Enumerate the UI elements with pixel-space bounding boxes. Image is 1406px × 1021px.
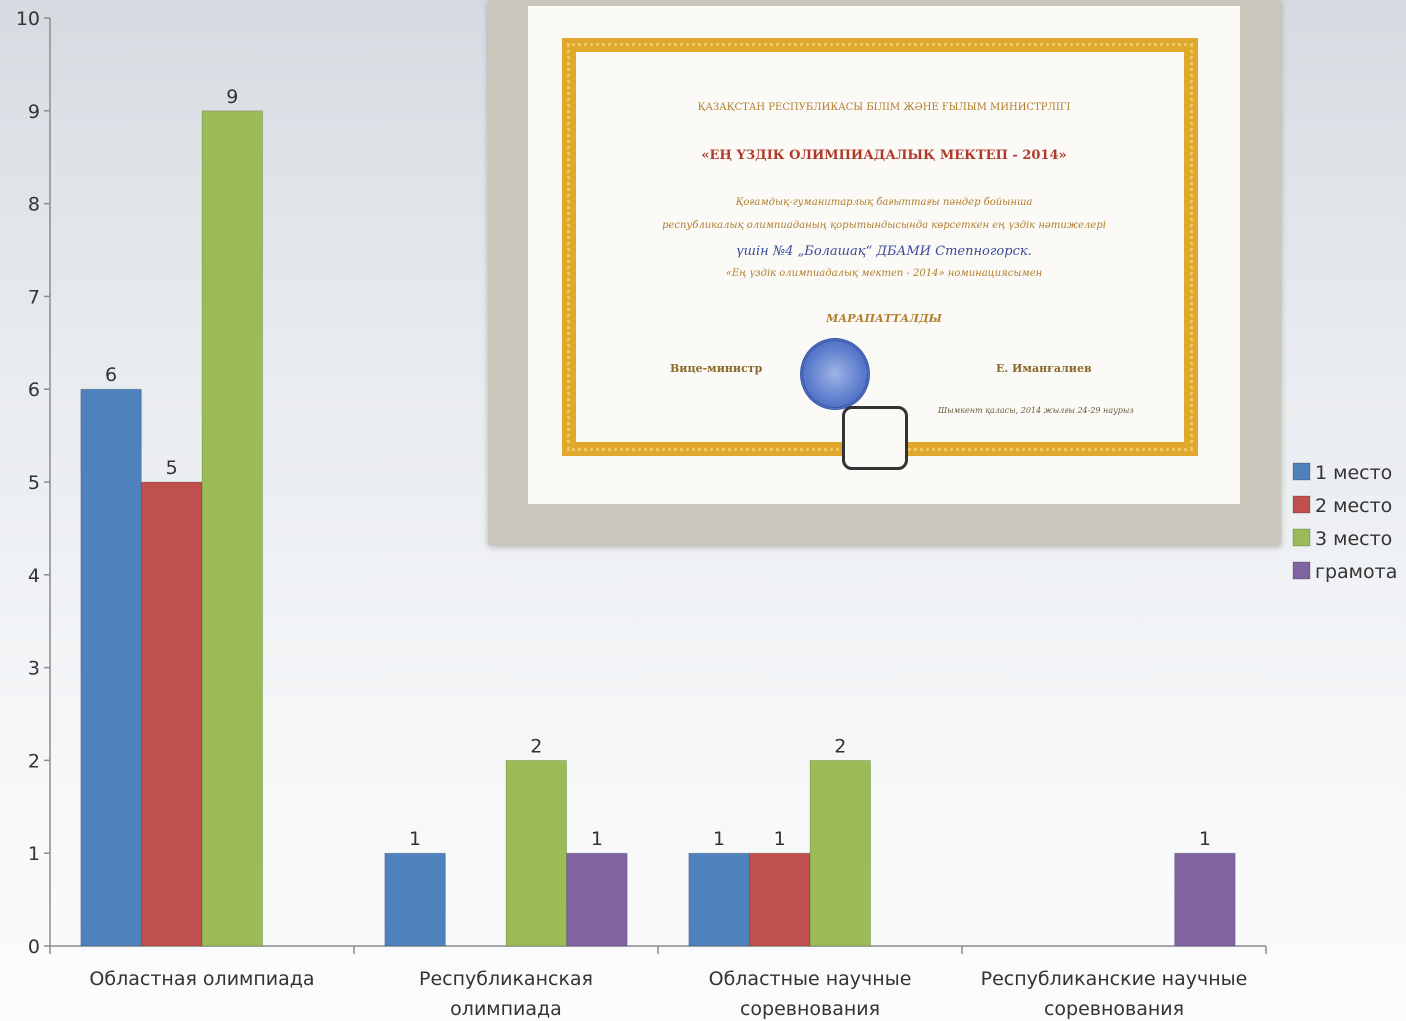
legend-label: грамота bbox=[1315, 561, 1397, 583]
data-label: 2 bbox=[834, 735, 846, 757]
legend-label: 2 место bbox=[1315, 495, 1392, 517]
y-tick-label: 10 bbox=[16, 8, 40, 30]
x-category-label: олимпиада bbox=[450, 998, 562, 1020]
certificate-line-4: «Ең үздік олимпиадалық мектеп - 2014» но… bbox=[725, 268, 1043, 279]
bar bbox=[566, 852, 628, 947]
certificate-line-1: Қоғамдық-гуманитарлық бағыттағы пәндер б… bbox=[735, 197, 1033, 208]
x-category-label: соревнования bbox=[1044, 998, 1184, 1020]
y-tick-label: 9 bbox=[28, 101, 40, 123]
bar bbox=[748, 852, 811, 947]
data-label: 1 bbox=[774, 828, 786, 850]
x-category-label: Республиканские научные bbox=[981, 968, 1248, 990]
y-tick-label: 3 bbox=[28, 658, 40, 680]
y-tick-label: 8 bbox=[28, 194, 40, 216]
y-tick-label: 2 bbox=[28, 750, 40, 772]
certificate-city-date: Шымкент қаласы, 2014 жылғы 24-29 наурыз bbox=[938, 406, 1134, 415]
data-label: 9 bbox=[226, 86, 238, 108]
data-label: 5 bbox=[166, 457, 178, 479]
bar bbox=[140, 481, 203, 947]
certificate-ministry: ҚАЗАҚСТАН РЕСПУБЛИКАСЫ БІЛІМ ЖӘНЕ ҒЫЛЫМ … bbox=[697, 102, 1071, 113]
legend-swatch bbox=[1292, 462, 1311, 481]
bar bbox=[201, 110, 264, 947]
bar bbox=[505, 759, 568, 947]
y-tick-label: 6 bbox=[28, 379, 40, 401]
certificate-awarded: МАРАПАТТАЛДЫ bbox=[826, 312, 942, 325]
certificate-photo: ҚАЗАҚСТАН РЕСПУБЛИКАСЫ БІЛІМ ЖӘНЕ ҒЫЛЫМ … bbox=[488, 0, 1281, 545]
bar bbox=[688, 852, 750, 947]
data-label: 1 bbox=[409, 828, 421, 850]
data-label: 1 bbox=[591, 828, 603, 850]
bar bbox=[1174, 852, 1236, 947]
certificate-recipient: үшін №4 „Болашақ“ ДБАМИ Степногорск. bbox=[736, 244, 1032, 259]
certificate-line-2: республикалық олимпиаданың қорытындысынд… bbox=[662, 220, 1106, 231]
certificate-paper: ҚАЗАҚСТАН РЕСПУБЛИКАСЫ БІЛІМ ЖӘНЕ ҒЫЛЫМ … bbox=[528, 6, 1240, 504]
y-tick-label: 0 bbox=[28, 936, 40, 958]
bar bbox=[809, 759, 872, 947]
certificate-vice-minister: Вице-министр bbox=[670, 362, 763, 375]
data-label: 6 bbox=[105, 364, 117, 386]
legend-label: 1 место bbox=[1315, 462, 1392, 484]
y-tick-label: 5 bbox=[28, 472, 40, 494]
x-category-label: Республиканская bbox=[419, 968, 593, 990]
bar bbox=[80, 388, 142, 947]
certificate-signatory: Е. Иманғалиев bbox=[996, 362, 1092, 375]
data-label: 2 bbox=[530, 735, 542, 757]
data-label: 1 bbox=[1199, 828, 1211, 850]
legend-swatch bbox=[1292, 528, 1311, 547]
x-category-label: Областные научные bbox=[709, 968, 912, 990]
bar bbox=[384, 852, 446, 947]
x-category-label: соревнования bbox=[740, 998, 880, 1020]
seal-icon bbox=[800, 338, 870, 410]
data-label: 1 bbox=[713, 828, 725, 850]
certificate-title: «ЕҢ ҮЗДІК ОЛИМПИАДАЛЫҚ МЕКТЕП - 2014» bbox=[701, 148, 1067, 163]
y-tick-label: 1 bbox=[28, 843, 40, 865]
y-tick-label: 4 bbox=[28, 565, 40, 587]
legend-swatch bbox=[1292, 561, 1311, 580]
legend-label: 3 место bbox=[1315, 528, 1392, 550]
legend-swatch bbox=[1292, 495, 1311, 514]
emblem-icon bbox=[842, 406, 908, 470]
certificate-ornament-border bbox=[562, 38, 1198, 456]
y-tick-label: 7 bbox=[28, 286, 40, 308]
x-category-label: Областная олимпиада bbox=[89, 968, 314, 990]
